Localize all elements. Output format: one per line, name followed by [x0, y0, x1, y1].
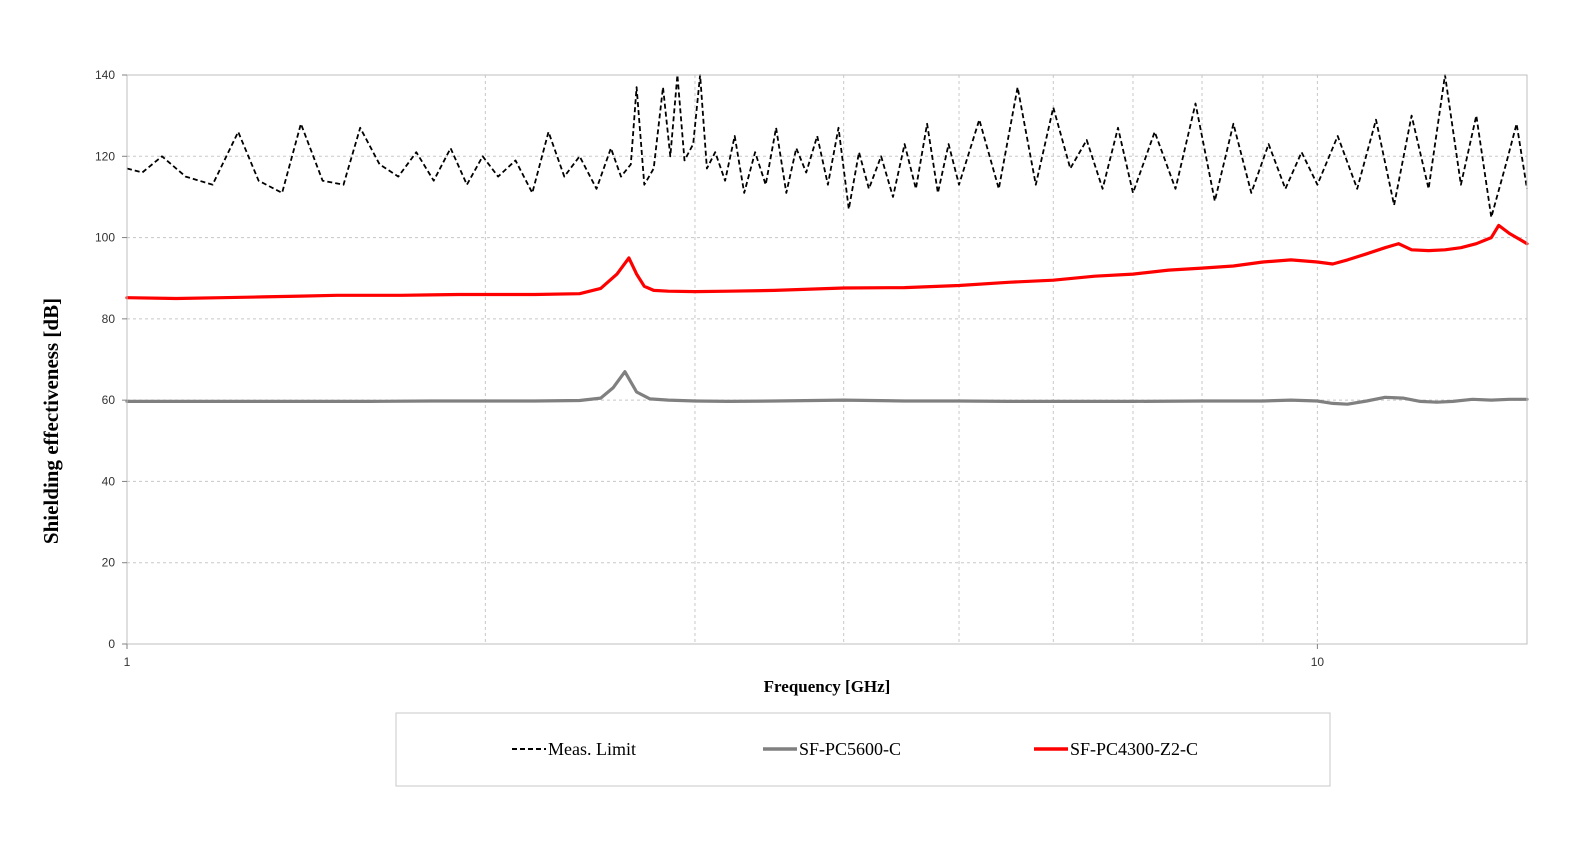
y-tick-label: 40 — [102, 474, 116, 488]
y-tick-label: 20 — [102, 556, 116, 570]
legend-label: SF-PC5600-C — [799, 739, 901, 759]
x-tick-label: 1 — [124, 655, 131, 669]
series-line-1 — [126, 74, 1528, 219]
x-axis-title: Frequency [GHz] — [764, 677, 891, 696]
y-tick-label: 100 — [95, 231, 115, 245]
legend-items: Meas. Limit SF-PC5600-C SF-PC4300-Z2-C — [512, 739, 1198, 759]
y-tick-label: 80 — [102, 312, 116, 326]
series-line-2 — [125, 370, 1529, 406]
legend-label: Meas. Limit — [548, 739, 636, 759]
plot-border — [126, 74, 1528, 645]
y-axis-title: Shielding effectiveness [dB] — [39, 298, 63, 544]
axis-ticks: 0 20 40 60 80 100 120 140 1 10 — [95, 68, 1324, 669]
y-tick-label: 60 — [102, 393, 116, 407]
legend-box — [395, 712, 1331, 787]
legend: Meas. Limit SF-PC5600-C SF-PC4300-Z2-C — [395, 712, 1331, 787]
y-tick-label: 120 — [95, 149, 115, 163]
legend-label: SF-PC4300-Z2-C — [1070, 739, 1198, 759]
y-tick-label: 0 — [108, 637, 115, 651]
series-line-3 — [125, 223, 1529, 301]
series-lines — [125, 74, 1529, 406]
x-tick-label: 10 — [1311, 655, 1325, 669]
y-tick-label: 140 — [95, 68, 115, 82]
